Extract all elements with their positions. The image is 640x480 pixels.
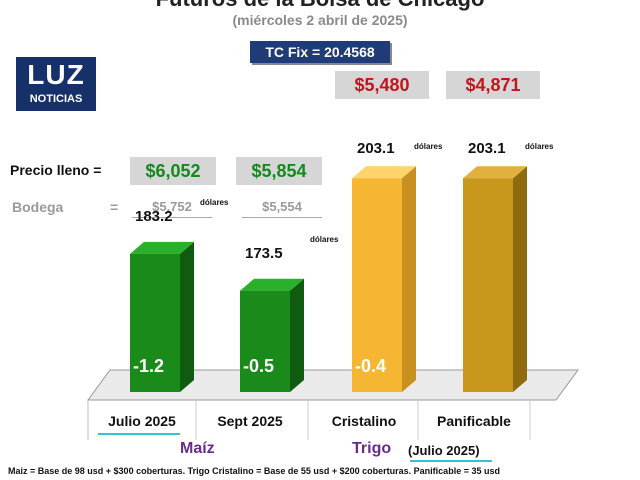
underline-trigo <box>410 460 492 462</box>
bodega-sept: $5,554 <box>242 197 322 218</box>
chart-floor <box>87 369 579 401</box>
category-cristalino: Cristalino <box>331 413 397 429</box>
change-label-0: -1.2 <box>133 356 165 376</box>
bar-0 <box>130 241 194 392</box>
group-trigo: Trigo <box>352 440 392 457</box>
unit-label-3: dólares <box>525 142 554 152</box>
value-label-2: 203.1 <box>357 140 395 158</box>
value-label-1: 173.5 <box>245 244 283 262</box>
bar-3 <box>463 166 527 392</box>
underline-julio <box>98 433 180 435</box>
change-label-1: -0.5 <box>243 356 275 376</box>
precio-lleno-julio: $6,052 <box>130 157 216 185</box>
chart-title: Futuros de la Bolsa de Chicago <box>0 0 640 12</box>
logo-line1: LUZ <box>27 59 85 90</box>
unit-label-2: dólares <box>414 142 443 152</box>
price-cristalino: $5,480 <box>335 71 429 99</box>
precio-lleno-label: Precio lleno = <box>10 162 102 178</box>
bodega-equals: = <box>110 199 119 215</box>
category-sept-2025: Sept 2025 <box>217 413 283 429</box>
group-maiz: Maíz <box>180 440 215 457</box>
luz-noticias-logo: LUZ NOTICIAS <box>16 57 96 111</box>
category-panificable: Panificable <box>437 413 511 429</box>
unit-label-0: dólares <box>200 197 229 207</box>
bar-2 <box>352 166 416 392</box>
bodega-label: Bodega <box>12 199 64 215</box>
value-label-3: 203.1 <box>468 140 506 158</box>
precio-lleno-sept: $5,854 <box>236 157 322 185</box>
logo-line2: NOTICIAS <box>29 93 83 105</box>
tc-fix-badge: TC Fix = 20.4568 <box>250 41 390 63</box>
category-julio-2025: Julio 2025 <box>108 413 176 429</box>
group-trigo-note: (Julio 2025) <box>408 443 480 458</box>
bodega-julio: $5,752 <box>132 197 212 218</box>
bar-1 <box>240 278 304 392</box>
unit-label-1: dólares <box>310 234 339 244</box>
chart-subtitle: (miércoles 2 abril de 2025) <box>232 12 408 28</box>
value-label-0: 183.2 <box>135 207 173 225</box>
price-panificable: $4,871 <box>446 71 540 99</box>
change-label-2: -0.4 <box>355 356 387 376</box>
footnote: Maiz = Base de 98 usd + $300 coberturas.… <box>8 466 500 476</box>
